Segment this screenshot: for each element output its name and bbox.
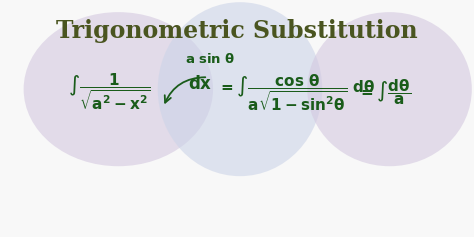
Text: $\mathbf{dx}$: $\mathbf{dx}$ <box>188 75 212 93</box>
Ellipse shape <box>24 12 213 166</box>
Text: $\mathbf{= \int \dfrac{d\theta}{a}}$: $\mathbf{= \int \dfrac{d\theta}{a}}$ <box>358 77 411 107</box>
Ellipse shape <box>158 2 322 176</box>
Ellipse shape <box>307 12 472 166</box>
Text: $\mathbf{= \int \dfrac{cos\ \theta}{a\sqrt{1-sin^2\theta}}\ d\theta}$: $\mathbf{= \int \dfrac{cos\ \theta}{a\sq… <box>218 72 375 113</box>
Text: $\mathbf{\int \dfrac{1}{\sqrt{a^2-x^2}}}$: $\mathbf{\int \dfrac{1}{\sqrt{a^2-x^2}}}… <box>69 72 151 112</box>
Text: $\mathbf{a\ sin\ \theta}$: $\mathbf{a\ sin\ \theta}$ <box>185 52 235 66</box>
Text: Trigonometric Substitution: Trigonometric Substitution <box>56 18 418 42</box>
